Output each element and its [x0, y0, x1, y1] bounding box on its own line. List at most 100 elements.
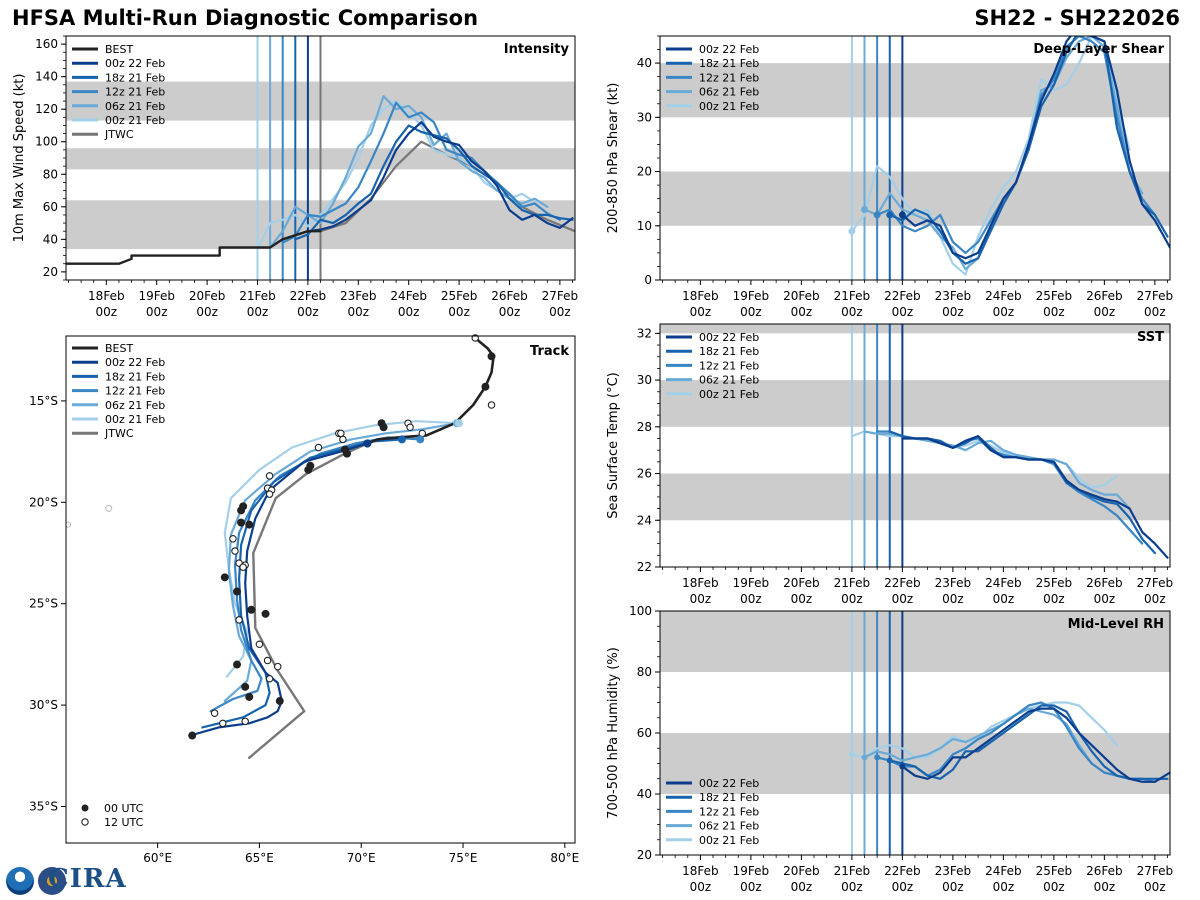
island-reunion [66, 521, 72, 528]
rh-xtick-hour: 00z [892, 880, 914, 894]
intensity-xtick-day: 26Feb [491, 289, 528, 303]
shear-xtick-day: 20Feb [783, 289, 820, 303]
sst-xtick-day: 23Feb [935, 576, 972, 590]
sst-ytick-label: 30 [637, 373, 652, 387]
shear-xtick-hour: 00z [690, 305, 712, 319]
track-12utc-marker [210, 709, 219, 717]
rh-ytick-label: 80 [637, 665, 652, 679]
sst-xtick-day: 20Feb [783, 576, 820, 590]
sst-title: SST [1137, 330, 1164, 345]
intensity-ytick-label: 160 [35, 37, 58, 51]
sst-xtick-day: 26Feb [1086, 576, 1123, 590]
sst-xtick-day: 22Feb [884, 576, 921, 590]
sst-xtick-day: 19Feb [733, 576, 770, 590]
track-xtick-label: 80°E [550, 851, 579, 865]
rh-xtick-hour: 00z [791, 880, 813, 894]
rh-xtick-day: 24Feb [985, 864, 1022, 878]
track-00utc-marker [304, 465, 313, 474]
sst-xtick-day: 18Feb [682, 576, 719, 590]
intensity-run-line [281, 101, 562, 244]
track-00utc-marker [481, 382, 490, 391]
intensity-legend-label: 18z 21 Feb [105, 71, 165, 84]
shear-xtick-hour: 00z [942, 305, 964, 319]
track-marker-legend-filled [81, 804, 89, 812]
track-00utc-marker [188, 731, 197, 740]
intensity-xtick-day: 22Feb [290, 289, 327, 303]
shear-start-marker [873, 211, 881, 219]
intensity-title: Intensity [504, 42, 570, 57]
intensity-ytick-label: 20 [43, 265, 58, 279]
track-12utc-marker [239, 563, 247, 571]
shear-start-marker [848, 227, 856, 235]
intensity-ytick-label: 140 [35, 70, 58, 84]
intensity-xtick-hour: 00z [348, 305, 370, 319]
sst-ytick-label: 32 [637, 326, 652, 340]
sst-band [660, 324, 1170, 334]
rh-legend-label: 00z 21 Feb [699, 834, 759, 847]
shear-xtick-hour: 00z [993, 305, 1015, 319]
rh-xtick-day: 18Feb [682, 864, 719, 878]
intensity-run-line [294, 124, 574, 241]
sst-ylabel: Sea Surface Temp (°C) [606, 372, 621, 519]
shear-legend-label: 18z 21 Feb [699, 57, 759, 70]
sst-run-line [901, 435, 1169, 559]
intensity-ytick-label: 60 [43, 200, 58, 214]
track-frame [65, 335, 576, 844]
track-run-start-marker [363, 439, 372, 448]
track-12utc-marker [273, 662, 282, 671]
intensity-xtick-hour: 00z [96, 305, 118, 319]
track-xtick-label: 70°E [347, 851, 376, 865]
rh-frame [659, 610, 1171, 856]
shear-start-marker [861, 206, 869, 214]
shear-xtick-day: 24Feb [985, 289, 1022, 303]
track-12utc-marker [337, 429, 345, 438]
intensity-xtick-day: 25Feb [441, 289, 478, 303]
track-marker-legend-label: 00 UTC [104, 802, 144, 815]
intensity-xtick-hour: 00z [549, 305, 571, 319]
island-mauritius [105, 504, 113, 512]
intensity-ytick-label: 80 [43, 167, 58, 181]
track-12utc-marker [265, 674, 274, 683]
intensity-xtick-day: 23Feb [340, 289, 377, 303]
rh-xtick-hour: 00z [1144, 880, 1166, 894]
shear-xtick-day: 25Feb [1036, 289, 1073, 303]
rh-xtick-hour: 00z [942, 880, 964, 894]
rh-xtick-hour: 00z [993, 880, 1015, 894]
rh-xtick-day: 22Feb [884, 864, 921, 878]
intensity-xtick-day: 27Feb [542, 289, 579, 303]
sst-band [660, 380, 1170, 427]
shear-xtick-day: 27Feb [1137, 289, 1174, 303]
rh-xtick-day: 26Feb [1086, 864, 1123, 878]
rh-ytick-label: 60 [637, 726, 652, 740]
track-run-start-marker [416, 435, 425, 444]
intensity-xtick-day: 19Feb [138, 289, 175, 303]
track-12utc-marker [265, 490, 274, 498]
track-xtick-label: 60°E [143, 851, 172, 865]
sst-ytick-label: 26 [637, 467, 652, 481]
intensity-xtick-day: 24Feb [390, 289, 427, 303]
track-marker-legend-open [81, 818, 89, 826]
rh-start-marker [874, 754, 881, 761]
shear-ylabel: 200-850 hPa Shear (kt) [606, 83, 621, 234]
shear-legend-label: 00z 22 Feb [699, 43, 759, 56]
track-00utc-marker [237, 518, 246, 527]
track-marker-legend-label: 12 UTC [104, 816, 144, 829]
rh-xtick-hour: 00z [1043, 880, 1065, 894]
shear-xtick-hour: 00z [1094, 305, 1116, 319]
rh-start-marker [886, 757, 893, 764]
track-12utc-marker [219, 719, 227, 728]
shear-frame [659, 35, 1171, 281]
shear-run-line [850, 36, 1131, 276]
intensity-ytick-label: 100 [35, 135, 58, 149]
track-xtick-label: 65°E [245, 851, 274, 865]
intensity-xtick-hour: 00z [398, 305, 420, 319]
track-00utc-marker [233, 660, 242, 669]
sst-legend-label: 12z 21 Feb [699, 359, 759, 372]
rh-run-line [901, 707, 1170, 783]
cira-logo-text: CIRA [48, 864, 127, 894]
sst-xtick-hour: 00z [740, 592, 762, 606]
rh-title: Mid-Level RH [1068, 617, 1164, 632]
sst-xtick-hour: 00z [791, 592, 813, 606]
track-legend-label: 06z 21 Feb [105, 399, 165, 412]
